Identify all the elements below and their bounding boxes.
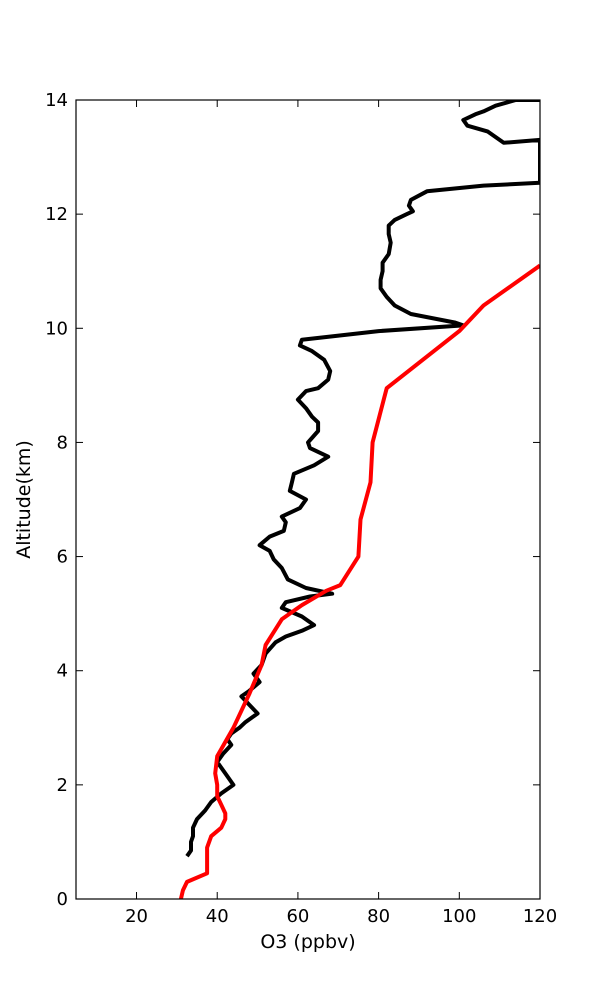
y-tick-label: 6 [57, 547, 68, 568]
x-axis-label: O3 (ppbv) [260, 931, 355, 953]
y-tick-label: 14 [45, 90, 68, 111]
y-axis-label: Altitude(km) [13, 440, 35, 559]
x-tick-label: 120 [523, 906, 557, 927]
y-tick-label: 4 [57, 661, 68, 682]
x-tick-label: 40 [206, 906, 229, 927]
y-tick-label: 0 [57, 889, 68, 910]
series-line-2 [178, 263, 540, 899]
y-tick-label: 12 [45, 204, 68, 225]
x-tick-label: 60 [286, 906, 309, 927]
x-tick-label: 100 [442, 906, 476, 927]
series-line-1 [185, 100, 540, 858]
y-tick-label: 2 [57, 775, 68, 796]
y-tick-label: 8 [57, 432, 68, 453]
series-layer [178, 100, 540, 899]
plot-frame [75, 99, 541, 900]
y-tick-label: 10 [45, 318, 68, 339]
x-tick-label: 80 [367, 906, 390, 927]
x-tick-label: 20 [125, 906, 148, 927]
